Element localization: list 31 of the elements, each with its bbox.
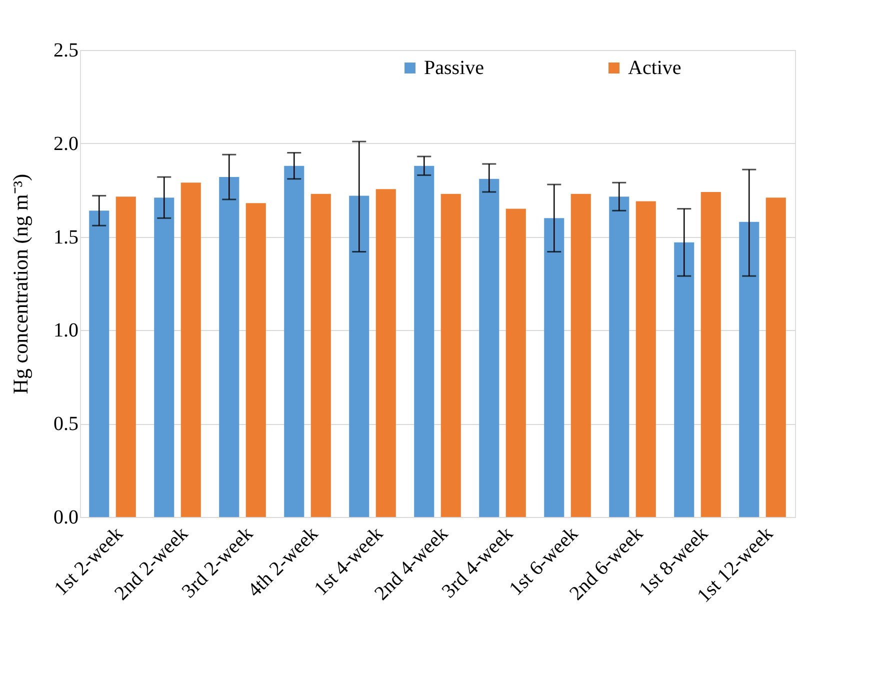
bar [180, 182, 201, 517]
legend-label: Passive [424, 57, 484, 79]
bar [154, 198, 174, 517]
y-tick-label: 2.0 [54, 132, 78, 155]
bar [376, 189, 396, 517]
bar [349, 196, 370, 517]
bar [739, 222, 760, 517]
bar [544, 218, 564, 517]
y-tick-label: 1.0 [54, 320, 78, 342]
y-tick-label: 0.5 [54, 413, 78, 436]
bar [766, 198, 786, 517]
bar [570, 194, 591, 517]
bar [674, 242, 694, 517]
y-axis-title: Hg concentration (ng m⁻³) [8, 174, 32, 394]
bar [479, 178, 500, 517]
bar [116, 196, 136, 517]
y-tick-label: 1.5 [54, 226, 78, 248]
bar [246, 203, 266, 517]
bar [219, 177, 240, 517]
bar [700, 192, 721, 517]
bar [506, 208, 526, 517]
y-tick-label: 0.0 [54, 506, 78, 528]
bar [310, 194, 331, 517]
bar [89, 210, 110, 517]
bar [609, 196, 630, 517]
bar [414, 166, 434, 517]
bar [440, 194, 461, 517]
bar [636, 201, 656, 517]
bar [284, 166, 304, 517]
y-tick-label: 2.5 [54, 40, 78, 62]
legend-label: Active [628, 57, 682, 79]
